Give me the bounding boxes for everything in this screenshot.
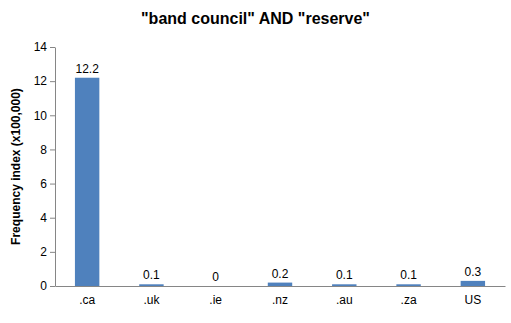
x-tick: .nz xyxy=(272,286,288,307)
y-tick-label: 4 xyxy=(40,211,47,225)
x-tick: .au xyxy=(336,286,353,307)
y-tick-mark xyxy=(50,115,55,116)
y-tick-mark xyxy=(50,81,55,82)
y-tick: 14 xyxy=(34,40,55,54)
data-label: 0 xyxy=(212,270,219,284)
bar xyxy=(268,283,292,286)
y-tick-label: 0 xyxy=(40,279,47,293)
bar xyxy=(75,78,99,286)
y-tick: 8 xyxy=(40,143,55,157)
bar xyxy=(204,286,228,287)
x-tick-label: .za xyxy=(401,293,417,307)
x-tick: US xyxy=(465,286,482,307)
title: "band council" AND "reserve" xyxy=(141,10,370,27)
x-tick-label: .au xyxy=(336,293,353,307)
x-axis: .ca .uk .ie .nz .au .za US xyxy=(56,286,506,307)
y-tick-label: 12 xyxy=(34,74,48,88)
data-label: 12.2 xyxy=(75,62,99,76)
x-tick: .ca xyxy=(79,286,95,307)
y-tick: 4 xyxy=(40,211,55,225)
y-tick: 2 xyxy=(40,245,55,259)
y-tick-mark xyxy=(50,252,55,253)
data-label: 0.1 xyxy=(336,268,353,282)
y-axis-line xyxy=(55,48,56,287)
y-tick-label: 14 xyxy=(34,40,48,54)
bars xyxy=(75,78,485,286)
x-tick-label: .ca xyxy=(79,293,95,307)
data-label: 0.3 xyxy=(465,265,482,279)
y-tick-label: 8 xyxy=(40,143,47,157)
data-labels: 12.2 0.1 0 0.2 0.1 0.1 0.3 xyxy=(75,62,481,284)
bar xyxy=(139,284,163,286)
y-axis-title: Frequency index (x100,000) xyxy=(9,88,23,245)
x-tick-label: US xyxy=(465,293,482,307)
data-label: 0.1 xyxy=(400,268,417,282)
y-tick-mark xyxy=(50,218,55,219)
x-axis-line xyxy=(56,286,506,287)
bar xyxy=(396,284,420,286)
y-tick: 12 xyxy=(34,74,55,88)
bar xyxy=(461,281,485,286)
y-tick-label: 6 xyxy=(40,177,47,191)
y-tick-mark xyxy=(50,47,55,48)
y-tick-mark xyxy=(50,286,55,287)
chart: "band council" AND "reserve" Frequency in… xyxy=(0,0,511,323)
x-tick: .za xyxy=(401,286,417,307)
data-label: 0.1 xyxy=(143,268,160,282)
y-tick: 6 xyxy=(40,177,55,191)
y-tick-label: 10 xyxy=(34,109,48,123)
data-label: 0.2 xyxy=(272,267,289,281)
y-tick: 10 xyxy=(34,109,55,123)
bar xyxy=(332,284,356,286)
x-tick-label: .uk xyxy=(143,293,160,307)
y-tick-mark xyxy=(50,149,55,150)
x-tick: .uk xyxy=(143,286,160,307)
x-tick-label: .ie xyxy=(209,293,222,307)
x-tick: .ie xyxy=(209,286,222,307)
y-tick-label: 2 xyxy=(40,245,47,259)
y-axis: 0 2 4 6 8 10 12 14 xyxy=(34,40,56,293)
y-tick-mark xyxy=(50,184,55,185)
y-tick: 0 xyxy=(40,279,55,293)
x-tick-label: .nz xyxy=(272,293,288,307)
